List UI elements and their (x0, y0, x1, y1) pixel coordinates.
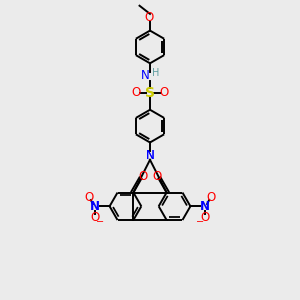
Text: O: O (91, 211, 100, 224)
Text: N: N (90, 200, 100, 213)
Text: N: N (200, 200, 210, 213)
Text: O: O (160, 86, 169, 99)
Text: −: − (96, 217, 104, 226)
Text: S: S (145, 86, 155, 100)
Text: O: O (131, 86, 140, 99)
Text: O: O (138, 170, 147, 183)
Text: N: N (146, 149, 154, 162)
Text: N: N (146, 149, 154, 162)
Text: −: − (196, 217, 204, 226)
Text: O: O (153, 170, 162, 183)
Text: H: H (152, 68, 160, 78)
Text: O: O (200, 211, 209, 224)
Text: O: O (206, 191, 215, 204)
Text: O: O (85, 191, 94, 204)
Text: O: O (145, 11, 154, 24)
Text: N: N (141, 69, 149, 82)
